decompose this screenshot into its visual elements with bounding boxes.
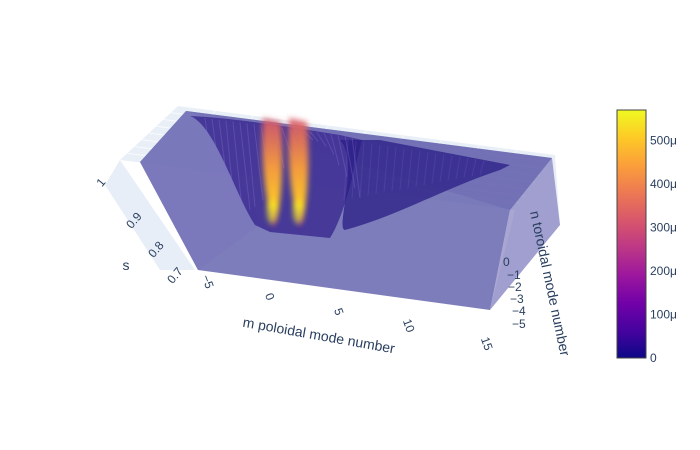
mesh-line bbox=[218, 119, 230, 197]
mesh-line bbox=[337, 134, 348, 177]
surface-peak bbox=[288, 118, 309, 228]
x-axis-tick-label: 15 bbox=[478, 335, 496, 353]
x-axis-tick-label: 0 bbox=[262, 291, 278, 302]
mesh-line bbox=[323, 133, 335, 155]
mesh-line bbox=[415, 150, 421, 187]
mesh-line bbox=[431, 153, 437, 184]
left-wall-plane bbox=[105, 160, 195, 270]
mesh-line bbox=[204, 117, 214, 176]
colorbar-scale bbox=[616, 109, 647, 359]
y-axis-tick-label: −3 bbox=[510, 292, 524, 306]
y-axis-tick-label: −1 bbox=[507, 268, 521, 282]
colorbar-tick-label: 100μ bbox=[650, 307, 677, 321]
surface-body bbox=[140, 111, 560, 310]
mesh-line bbox=[479, 160, 485, 175]
mesh-line bbox=[407, 149, 413, 189]
mesh-line bbox=[316, 132, 327, 147]
mesh-line bbox=[343, 139, 349, 201]
mesh-line bbox=[447, 155, 453, 181]
mesh-line bbox=[344, 135, 356, 189]
mesh-line bbox=[330, 134, 340, 166]
x-axis-ticks: −5 0 5 10 15 bbox=[199, 273, 496, 353]
mesh-line bbox=[439, 154, 445, 183]
mesh-line bbox=[423, 151, 429, 186]
mesh-line bbox=[375, 144, 381, 195]
x-axis-tick-label: 5 bbox=[331, 306, 347, 317]
colorbar-tick-label: 300μ bbox=[650, 220, 677, 234]
colorbar-tick-label: 200μ bbox=[650, 264, 677, 278]
mesh-line bbox=[383, 145, 389, 193]
colorbar: 0 100μ 200μ 300μ 400μ 500μ bbox=[616, 109, 677, 365]
x-axis-title: m poloidal mode number bbox=[242, 314, 397, 357]
x-axis-tick-label: 10 bbox=[400, 317, 418, 335]
mesh-line bbox=[225, 120, 235, 205]
y-axis-ticks: 0−1−2−3−4−5 bbox=[503, 255, 526, 331]
mesh-line bbox=[232, 121, 243, 210]
mesh-line bbox=[471, 159, 477, 177]
mesh-line bbox=[399, 148, 405, 190]
mesh-line bbox=[351, 136, 361, 199]
y-axis-tick-label: −5 bbox=[512, 317, 526, 331]
colorbar-ticks: 0 100μ 200μ 300μ 400μ 500μ bbox=[650, 133, 677, 365]
mesh-line bbox=[351, 141, 357, 199]
mesh-line bbox=[455, 156, 461, 180]
y-axis-tick-label: 0 bbox=[503, 255, 510, 269]
mesh-line bbox=[367, 143, 373, 196]
surface-left-slope bbox=[140, 111, 260, 270]
y-axis-tick-label: −4 bbox=[512, 304, 526, 318]
mesh-line bbox=[239, 122, 251, 210]
mesh-line bbox=[211, 118, 222, 187]
surface-peak-core bbox=[267, 200, 277, 224]
y-axis-tick-label: −2 bbox=[508, 280, 522, 294]
mesh-line bbox=[391, 147, 397, 192]
surface-peaks bbox=[262, 118, 309, 228]
mesh-line bbox=[309, 131, 319, 142]
z-axis-title: s bbox=[123, 257, 130, 273]
surface-peak-core bbox=[293, 200, 303, 224]
colorbar-tick-label: 500μ bbox=[650, 133, 677, 147]
surface-trough-secondary bbox=[340, 140, 510, 230]
colorbar-tick-label: 400μ bbox=[650, 177, 677, 191]
mesh-line bbox=[359, 142, 365, 198]
mesh-line bbox=[463, 157, 469, 178]
z-axis-tick-label: 1 bbox=[93, 175, 108, 189]
colorbar-tick-label: 0 bbox=[650, 351, 657, 365]
mesh-line bbox=[253, 124, 264, 201]
mesh-line bbox=[246, 123, 256, 207]
surface-peak bbox=[262, 118, 283, 228]
x-axis-tick-label: −5 bbox=[199, 273, 217, 291]
